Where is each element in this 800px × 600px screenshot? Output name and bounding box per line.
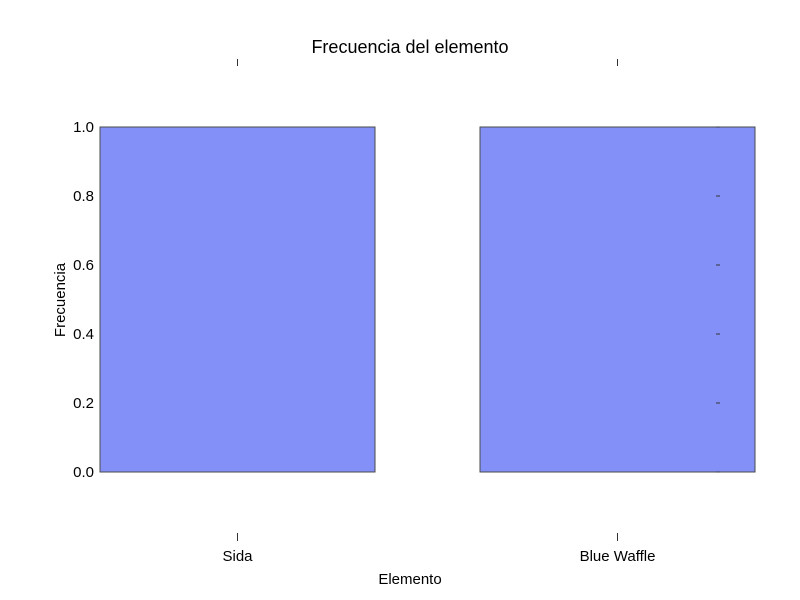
y-tick-label: 0.6 — [73, 257, 94, 274]
x-tick-label: Sida — [222, 548, 253, 565]
y-tick-label: 1.0 — [73, 119, 94, 136]
chart-title: Frecuencia del elemento — [311, 37, 508, 57]
x-axis-label: Elemento — [378, 571, 441, 588]
y-tick-label: 0.8 — [73, 188, 94, 205]
y-tick-label: 0.2 — [73, 395, 94, 412]
y-tick-label: 0.0 — [73, 464, 94, 481]
bar-sida — [99, 126, 376, 473]
bar-blue-waffle — [479, 126, 756, 473]
x-tick-label: Blue Waffle — [580, 548, 656, 565]
y-tick-label: 0.4 — [73, 326, 94, 343]
plot-area: 0.0 0.2 0.4 0.6 0.8 1.0 Sida Blue Waffle — [73, 59, 756, 565]
y-axis-label: Frecuencia — [52, 262, 69, 337]
